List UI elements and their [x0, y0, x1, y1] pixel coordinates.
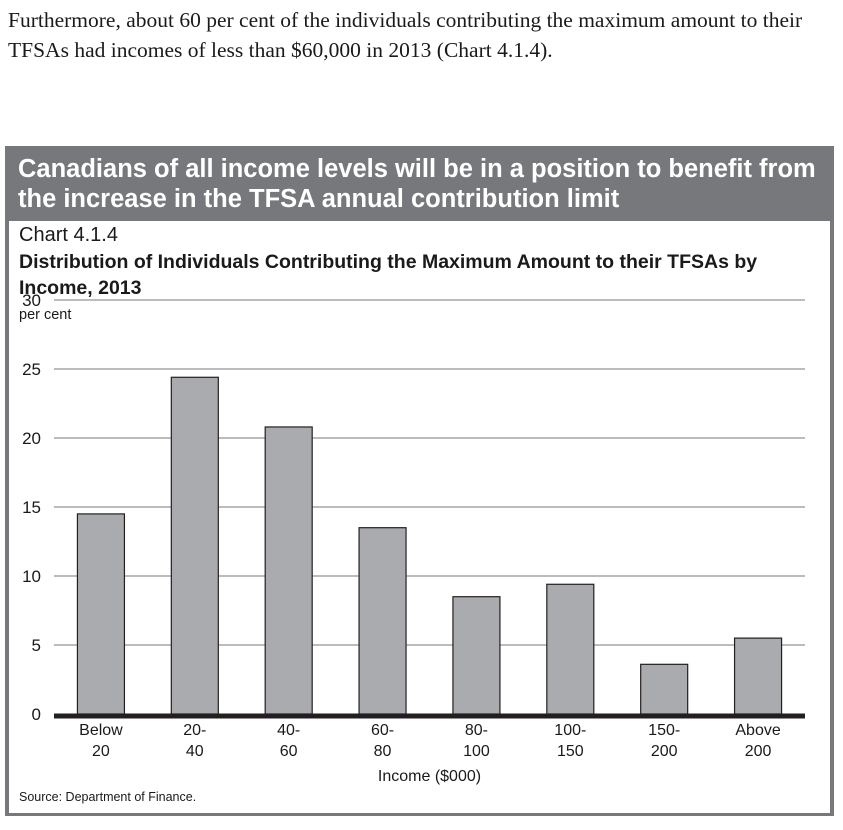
x-tick-label: 200	[745, 743, 772, 760]
x-tick-label: 80-	[465, 722, 488, 739]
x-tick-label: Below	[79, 722, 123, 739]
y-tick-label: 15	[22, 498, 41, 517]
source-note: Source: Department of Finance.	[19, 790, 197, 804]
y-axis-label: per cent	[19, 307, 72, 323]
x-axis-label: Income ($000)	[378, 768, 481, 785]
bar	[358, 527, 407, 715]
x-tick-label: 100	[463, 743, 490, 760]
y-tick-label: 5	[32, 636, 41, 655]
x-tick-label: 20-	[183, 722, 206, 739]
x-tick-label: 200	[651, 743, 678, 760]
chart-number: Chart 4.1.4	[19, 224, 118, 246]
x-tick-label: 100-	[554, 722, 586, 739]
bar-chart: 0 5 10 15 20 25 30 Below 20 20- 40 40- 60 60- 80 80- 100…	[22, 291, 805, 785]
y-tick-label: 30	[22, 291, 41, 310]
x-tick-label: 60-	[371, 722, 394, 739]
y-tick-label: 25	[22, 360, 41, 379]
chart-panel: Canadians of all income levels will be i…	[5, 146, 834, 816]
bar	[452, 596, 501, 715]
x-tick-label: 20	[92, 743, 110, 760]
bar	[733, 637, 783, 715]
x-tick-label: 150	[557, 743, 584, 760]
panel-heading: Canadians of all income levels will be i…	[18, 155, 816, 213]
y-tick-label: 10	[22, 567, 41, 586]
x-tick-label: 80	[374, 743, 392, 760]
bar	[76, 513, 126, 715]
y-tick-label: 20	[22, 429, 41, 448]
chart-body: Chart 4.1.4 Distribution of Individuals …	[9, 221, 830, 813]
bar	[264, 426, 313, 715]
chart-title: Distribution of Individuals Contributing…	[19, 251, 758, 299]
x-tick-label: Above	[735, 722, 780, 739]
x-tick-label: 40-	[277, 722, 300, 739]
y-tick-label: 0	[32, 705, 41, 724]
intro-paragraph: Furthermore, about 60 per cent of the in…	[8, 8, 803, 62]
x-tick-label: 150-	[648, 722, 680, 739]
x-tick-label: 60	[280, 743, 298, 760]
bar	[170, 376, 219, 715]
bar	[640, 663, 689, 715]
bar	[546, 583, 595, 715]
x-tick-label: 40	[186, 743, 204, 760]
